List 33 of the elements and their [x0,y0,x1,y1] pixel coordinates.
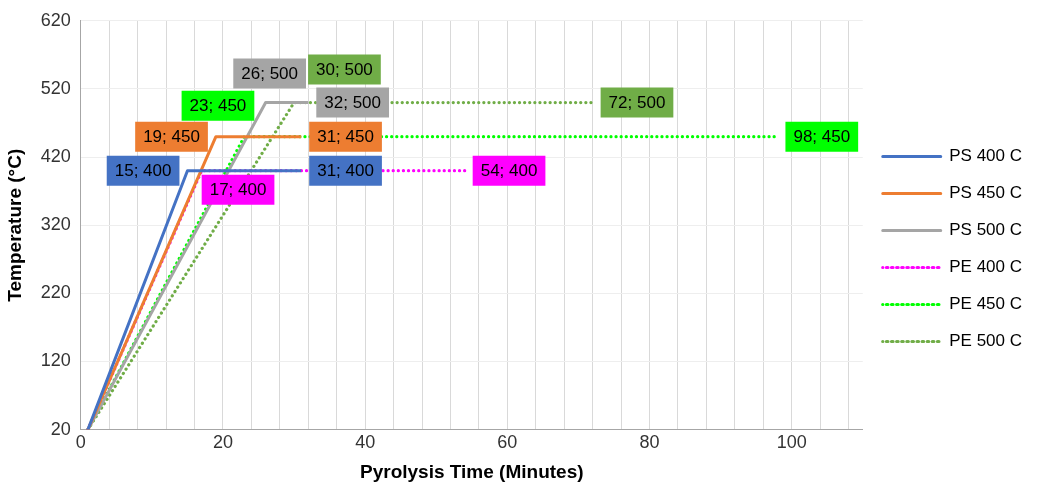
x-tick-label: 60 [497,432,518,453]
x-tick-label: 80 [639,432,660,453]
x-tick-label: 100 [776,432,807,453]
legend-label: PS 400 C [949,146,1022,166]
data-label: 17; 400 [209,180,267,200]
y-tick-label: 220 [40,282,71,303]
data-label: 30; 500 [316,60,373,80]
legend-label: PS 450 C [949,183,1022,203]
data-label: 98; 450 [793,127,851,147]
data-label: 72; 500 [608,93,666,113]
legend-label: PE 400 C [949,257,1022,277]
data-label: 31; 400 [317,161,374,181]
y-tick-label: 120 [40,350,71,371]
x-tick-label: 20 [212,432,234,453]
y-tick-label: 20 [50,418,71,439]
data-label: 54; 400 [480,161,538,181]
y-axis-title: Temperature (°C) [3,148,25,302]
data-label: 15; 400 [114,161,172,181]
data-label: 19; 450 [143,127,200,147]
y-tick-label: 520 [40,77,71,98]
legend-label: PE 450 C [949,294,1022,314]
data-label: 31; 450 [317,127,374,147]
x-tick-label: 0 [75,432,86,453]
data-label: 23; 450 [189,96,247,116]
legend-label: PE 500 C [949,331,1022,351]
data-label: 26; 500 [241,64,299,84]
y-tick-label: 320 [40,214,71,235]
data-label: 32; 500 [324,93,382,113]
x-axis-title: Pyrolysis Time (Minutes) [360,460,584,482]
x-tick-label: 40 [355,432,376,453]
legend-label: PS 500 C [949,220,1022,240]
y-tick-label: 420 [40,146,71,167]
y-tick-label: 620 [40,9,71,30]
